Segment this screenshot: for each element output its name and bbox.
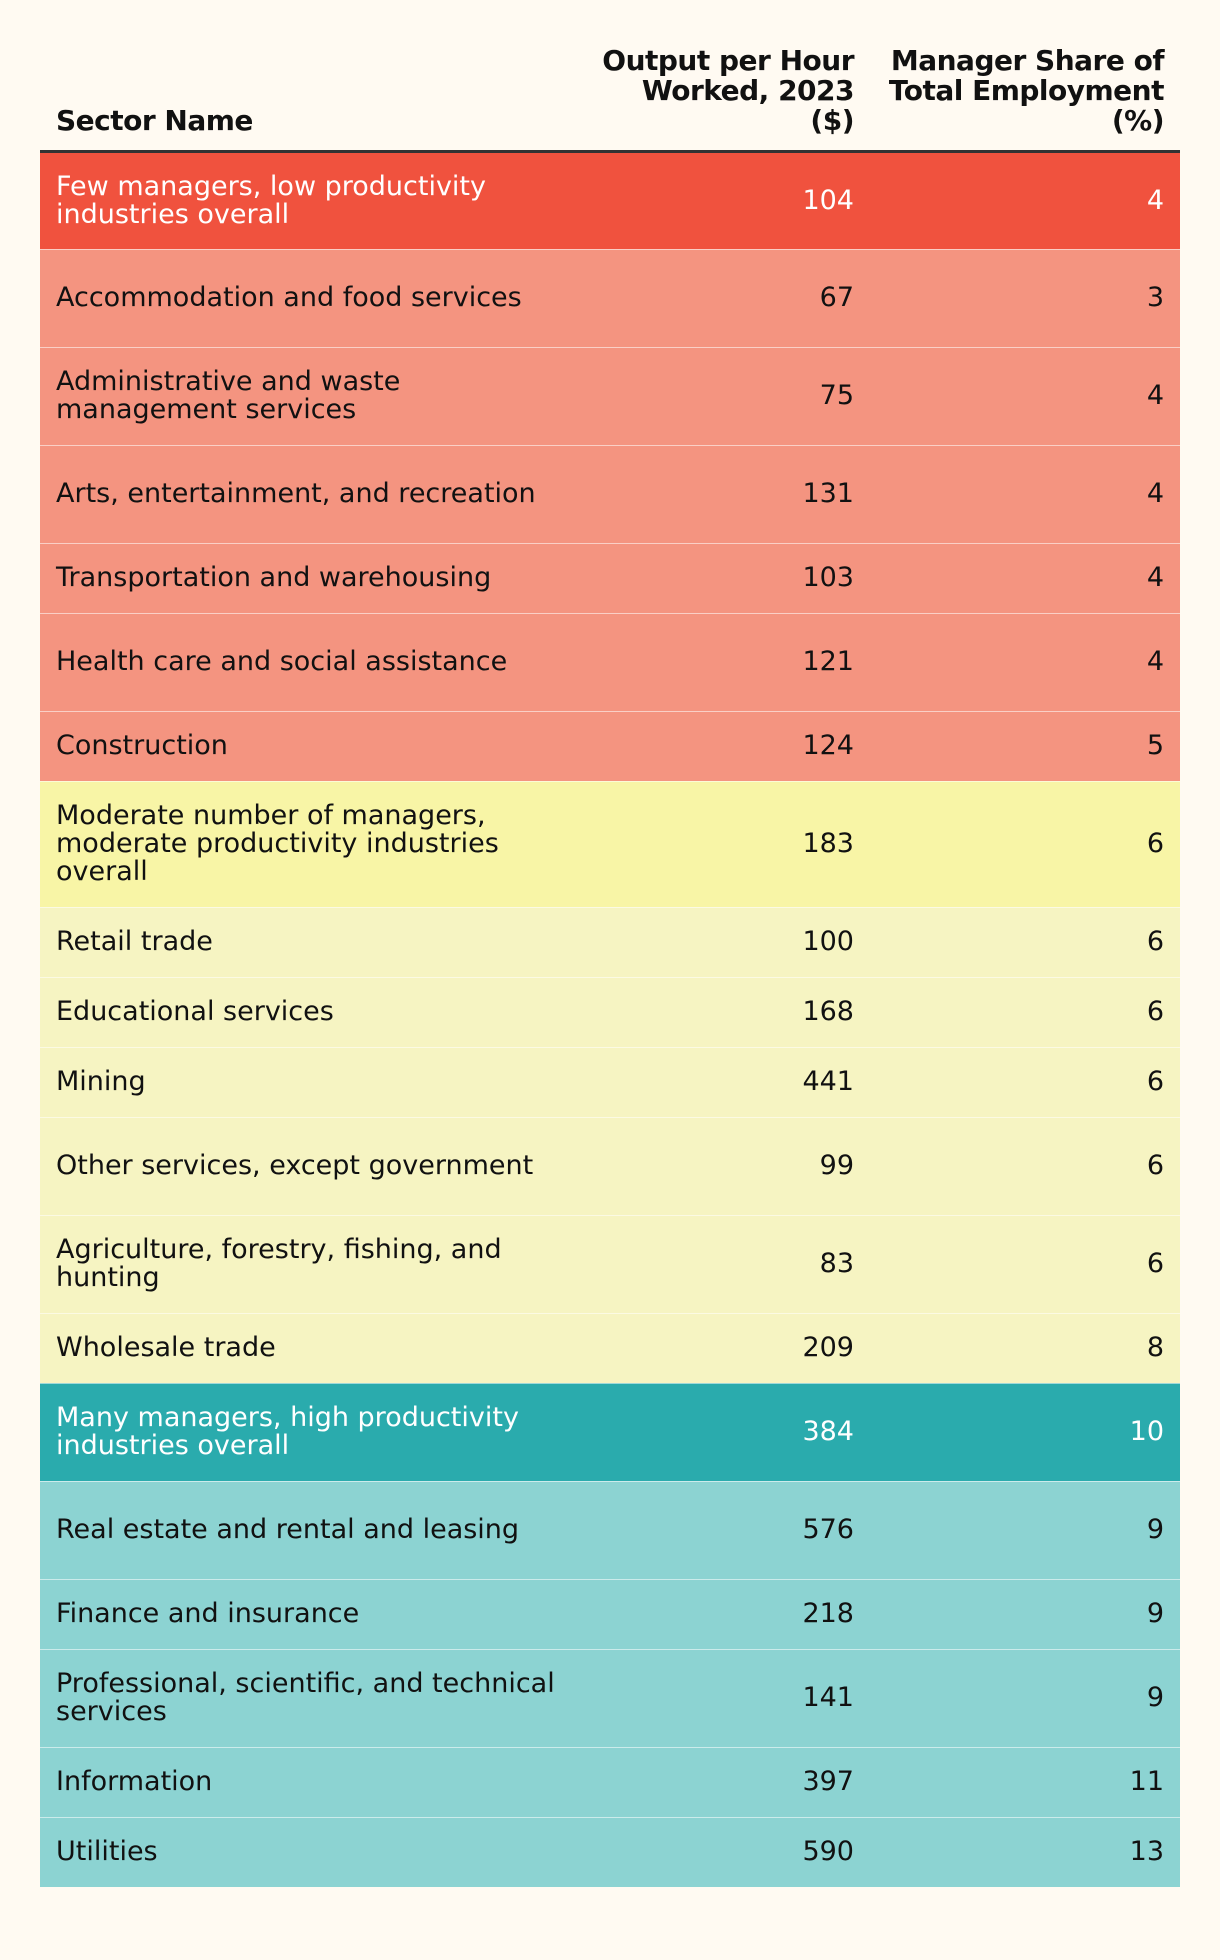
output-per-hour-cell: 590 [580, 1816, 870, 1887]
sector-name-cell: Construction [40, 710, 580, 781]
table-row: Administrative and waste management serv… [40, 346, 1180, 445]
output-per-hour-cell: 397 [580, 1746, 870, 1817]
table-row: Other services, except government 99 6 [40, 1116, 1180, 1215]
sector-name-cell: Transportation and warehousing [40, 542, 580, 613]
manager-share-cell: 6 [870, 1116, 1180, 1215]
manager-share-cell: 9 [870, 1578, 1180, 1649]
table-row: Utilities 590 13 [40, 1816, 1180, 1887]
sector-name-cell: Many managers, high productivity industr… [40, 1382, 580, 1481]
table-row: Construction 124 5 [40, 710, 1180, 781]
column-header-share: Manager Share of Total Employment (%) [888, 43, 1165, 137]
table-row: Accommodation and food services 67 3 [40, 248, 1180, 347]
table-row: Professional, scientific, and technical … [40, 1648, 1180, 1747]
output-per-hour-cell: 124 [580, 710, 870, 781]
sector-name-cell: Other services, except government [40, 1116, 580, 1215]
manager-share-cell: 5 [870, 710, 1180, 781]
table-row: Transportation and warehousing 103 4 [40, 542, 1180, 613]
manager-share-cell: 6 [870, 906, 1180, 977]
sector-productivity-table: Sector Name Output per Hour Worked, 2023… [40, 0, 1180, 1887]
output-per-hour-cell: 100 [580, 906, 870, 977]
sector-name-cell: Wholesale trade [40, 1312, 580, 1383]
sector-name-cell: Educational services [40, 976, 580, 1047]
manager-share-cell: 4 [870, 444, 1180, 543]
table-row: Mining 441 6 [40, 1046, 1180, 1117]
table-row: Finance and insurance 218 9 [40, 1578, 1180, 1649]
manager-share-cell: 11 [870, 1746, 1180, 1817]
sector-name-cell: Information [40, 1746, 580, 1817]
output-per-hour-cell: 209 [580, 1312, 870, 1383]
output-per-hour-cell: 75 [580, 346, 870, 445]
output-per-hour-cell: 441 [580, 1046, 870, 1117]
sector-name-cell: Accommodation and food services [40, 248, 580, 347]
sector-name-cell: Moderate number of managers, moderate pr… [40, 780, 580, 907]
table-row: Arts, entertainment, and recreation 131 4 [40, 444, 1180, 543]
group-summary-row: Many managers, high productivity industr… [40, 1382, 1180, 1481]
sector-name-cell: Mining [40, 1046, 580, 1117]
manager-share-cell: 3 [870, 248, 1180, 347]
sector-name-cell: Agriculture, forestry, fishing, and hunt… [40, 1214, 580, 1313]
manager-share-cell: 8 [870, 1312, 1180, 1383]
sector-name-cell: Administrative and waste management serv… [40, 346, 580, 445]
column-header-sector: Sector Name [56, 103, 253, 137]
table-row: Wholesale trade 209 8 [40, 1312, 1180, 1383]
table-body: Few managers, low productivity industrie… [40, 150, 1180, 1887]
manager-share-cell: 6 [870, 1046, 1180, 1117]
output-per-hour-cell: 67 [580, 248, 870, 347]
table-row: Information 397 11 [40, 1746, 1180, 1817]
sector-name-cell: Few managers, low productivity industrie… [40, 150, 580, 249]
manager-share-cell: 6 [870, 976, 1180, 1047]
sector-name-cell: Professional, scientific, and technical … [40, 1648, 580, 1747]
table-row: Retail trade 100 6 [40, 906, 1180, 977]
table-row: Educational services 168 6 [40, 976, 1180, 1047]
manager-share-cell: 9 [870, 1648, 1180, 1747]
manager-share-cell: 4 [870, 612, 1180, 711]
output-per-hour-cell: 183 [580, 780, 870, 907]
group-summary-row: Moderate number of managers, moderate pr… [40, 780, 1180, 907]
manager-share-cell: 9 [870, 1480, 1180, 1579]
sector-name-cell: Arts, entertainment, and recreation [40, 444, 580, 543]
column-header-output: Output per Hour Worked, 2023 ($) [602, 43, 854, 137]
manager-share-cell: 10 [870, 1382, 1180, 1481]
sector-name-cell: Health care and social assistance [40, 612, 580, 711]
output-per-hour-cell: 576 [580, 1480, 870, 1579]
sector-name-cell: Retail trade [40, 906, 580, 977]
group-summary-row: Few managers, low productivity industrie… [40, 150, 1180, 249]
output-per-hour-cell: 104 [580, 150, 870, 249]
table-row: Agriculture, forestry, fishing, and hunt… [40, 1214, 1180, 1313]
data-table-container: Sector Name Output per Hour Worked, 2023… [40, 0, 1180, 1887]
output-per-hour-cell: 121 [580, 612, 870, 711]
output-per-hour-cell: 168 [580, 976, 870, 1047]
output-per-hour-cell: 103 [580, 542, 870, 613]
output-per-hour-cell: 384 [580, 1382, 870, 1481]
output-per-hour-cell: 99 [580, 1116, 870, 1215]
manager-share-cell: 4 [870, 542, 1180, 613]
manager-share-cell: 4 [870, 346, 1180, 445]
sector-name-cell: Utilities [40, 1816, 580, 1887]
manager-share-cell: 13 [870, 1816, 1180, 1887]
table-row: Real estate and rental and leasing 576 9 [40, 1480, 1180, 1579]
output-per-hour-cell: 131 [580, 444, 870, 543]
table-row: Health care and social assistance 121 4 [40, 612, 1180, 711]
sector-name-cell: Finance and insurance [40, 1578, 580, 1649]
output-per-hour-cell: 218 [580, 1578, 870, 1649]
output-per-hour-cell: 83 [580, 1214, 870, 1313]
manager-share-cell: 4 [870, 150, 1180, 249]
sector-name-cell: Real estate and rental and leasing [40, 1480, 580, 1579]
table-header-row: Sector Name Output per Hour Worked, 2023… [40, 0, 1180, 151]
manager-share-cell: 6 [870, 1214, 1180, 1313]
manager-share-cell: 6 [870, 780, 1180, 907]
output-per-hour-cell: 141 [580, 1648, 870, 1747]
